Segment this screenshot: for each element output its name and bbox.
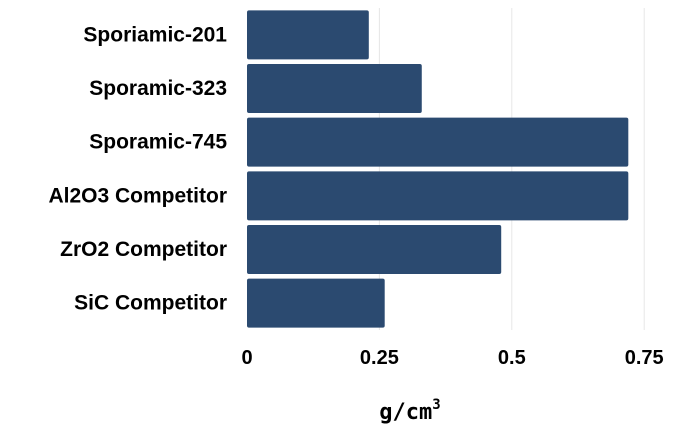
bar[interactable] [247, 225, 502, 274]
x-tick-label: 0.25 [360, 347, 399, 369]
bar[interactable] [247, 278, 385, 328]
bar[interactable] [247, 171, 629, 221]
category-label: Sporamic-323 [89, 77, 227, 100]
category-label: Sporiamic-201 [83, 23, 227, 46]
x-axis-title: g/cm3 [379, 397, 440, 425]
bar[interactable] [247, 64, 422, 113]
x-axis-title-main: g/cm [379, 400, 432, 425]
category-label: SiC Competitor [74, 292, 227, 315]
x-tick-label: 0 [241, 347, 252, 369]
category-label: Sporamic-745 [89, 131, 227, 154]
bar[interactable] [247, 10, 369, 60]
bars-layer [247, 10, 629, 328]
x-tick-label: 0.5 [498, 347, 526, 369]
category-labels: Sporiamic-201 Sporamic-323 Sporamic-745 Al2… [48, 23, 227, 314]
x-axis-title-superscript: 3 [432, 397, 440, 413]
grid-layer [378, 8, 645, 330]
bar[interactable] [247, 117, 629, 167]
x-tick-label: 0.75 [625, 347, 664, 369]
category-label: Al2O3 Competitor [48, 184, 227, 207]
x-tick-labels: 0 0.25 0.5 0.75 [241, 347, 663, 369]
category-label: ZrO2 Competitor [60, 238, 227, 261]
